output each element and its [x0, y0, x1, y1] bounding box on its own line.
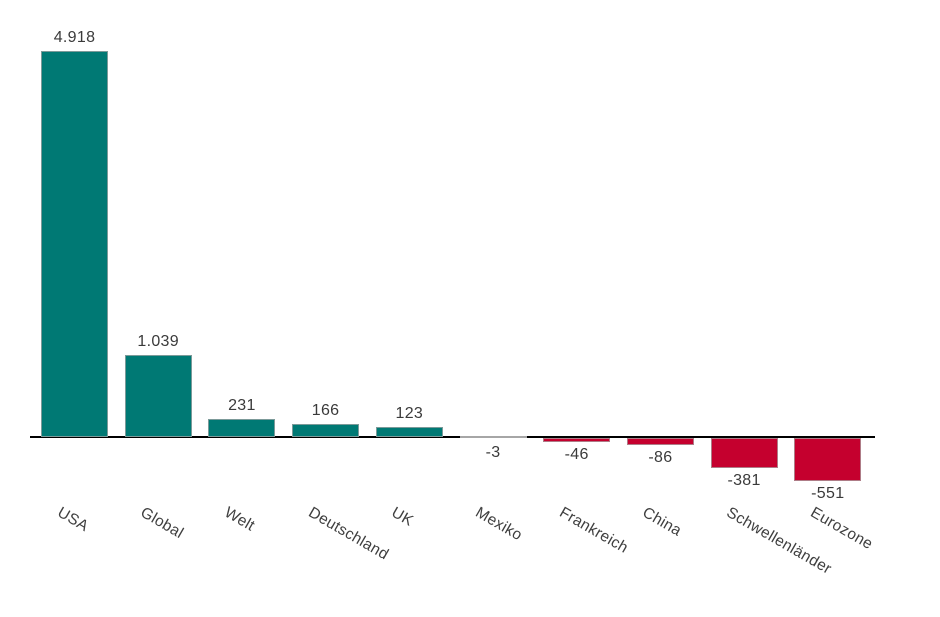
category-label: Global [137, 504, 187, 543]
category-label: Deutschland [305, 504, 392, 564]
value-label: 231 [228, 397, 256, 414]
x-axis-line [30, 436, 875, 438]
value-label: -46 [564, 446, 589, 463]
category-label: Mexiko [472, 504, 526, 545]
value-label: 123 [395, 405, 424, 422]
category-label: Frankreich [556, 504, 631, 557]
bar [794, 438, 862, 481]
category-label: Welt [221, 504, 258, 535]
bar [292, 424, 360, 437]
bar [375, 427, 443, 437]
bar [626, 438, 694, 445]
category-label: China [639, 504, 685, 540]
category-label: UK [388, 504, 417, 530]
bar [208, 419, 276, 437]
value-label: -86 [648, 449, 673, 466]
value-label: -551 [811, 485, 845, 502]
category-label: Eurozone [807, 504, 876, 554]
bar [124, 355, 192, 437]
bar [710, 438, 778, 468]
value-label: -3 [485, 444, 501, 461]
bar [41, 51, 108, 437]
value-label: 1.039 [137, 333, 179, 350]
value-label: -381 [727, 472, 761, 489]
bar [459, 436, 527, 438]
value-label: 166 [311, 402, 340, 419]
value-label: 4.918 [53, 29, 96, 46]
category-label: USA [54, 504, 91, 536]
bar [543, 438, 611, 442]
